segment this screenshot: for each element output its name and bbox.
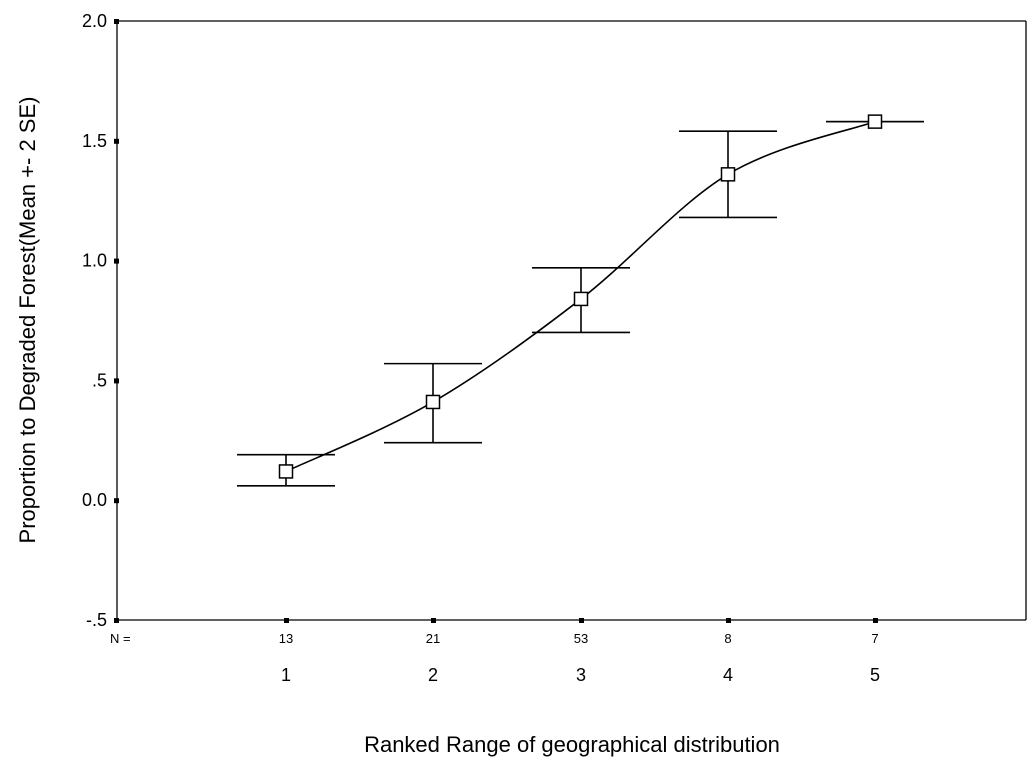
x-tick-mark (873, 618, 878, 623)
x-tick-mark (726, 618, 731, 623)
x-tick-label: 3 (576, 665, 586, 685)
y-tick-mark (114, 258, 119, 264)
y-tick-mark (114, 378, 119, 384)
n-label: N = (110, 631, 131, 646)
mean-marker (278, 464, 294, 479)
n-count-label: 53 (574, 631, 588, 646)
y-tick-mark (114, 498, 119, 504)
n-count-label: 8 (724, 631, 731, 646)
x-tick-mark (284, 618, 289, 623)
axis-ticks: -.5 0.0 .5 1.0 1.5 2.0 (82, 11, 878, 630)
x-tick-label: 4 (723, 665, 733, 685)
y-tick-label: -.5 (86, 610, 107, 630)
n-count-label: 7 (871, 631, 878, 646)
x-axis-title: Ranked Range of geographical distributio… (364, 732, 780, 757)
n-count-label: 21 (426, 631, 440, 646)
x-tick-mark (579, 618, 584, 623)
x-tick-label: 2 (428, 665, 438, 685)
y-tick-mark (114, 138, 119, 144)
axis-labels: Proportion to Degraded Forest(Mean +- 2 … (15, 97, 880, 757)
n-count-label: 13 (279, 631, 293, 646)
y-tick-label: .5 (92, 370, 107, 390)
plot-frame (116, 20, 1027, 621)
y-tick-mark (114, 618, 119, 623)
y-tick-label: 0.0 (82, 490, 107, 510)
x-tick-mark (431, 618, 436, 623)
mean-marker (573, 291, 589, 307)
mean-marker (425, 394, 441, 410)
x-tick-label: 5 (870, 665, 880, 685)
mean-markers (278, 114, 883, 479)
x-tick-label: 1 (281, 665, 291, 685)
y-tick-mark (114, 19, 119, 24)
y-axis-title: Proportion to Degraded Forest(Mean +- 2 … (15, 97, 40, 544)
y-tick-label: 2.0 (82, 11, 107, 31)
mean-marker (867, 114, 883, 129)
y-tick-label: 1.0 (82, 251, 107, 271)
mean-marker (720, 167, 736, 182)
y-tick-label: 1.5 (82, 131, 107, 151)
